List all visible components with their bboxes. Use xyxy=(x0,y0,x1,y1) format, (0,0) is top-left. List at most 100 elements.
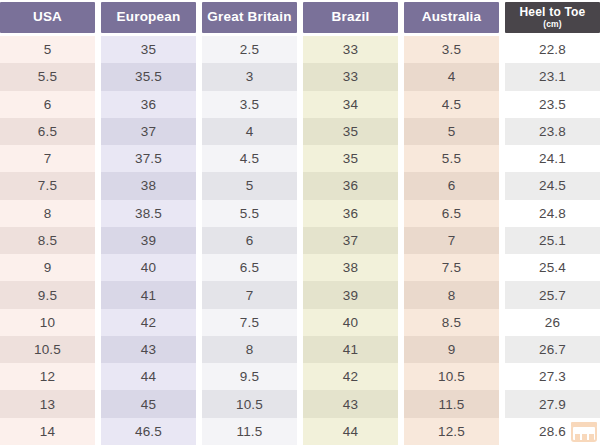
table-cell: 37 xyxy=(303,227,398,254)
table-cell: 8 xyxy=(404,281,499,308)
column-cells: 3.544.555.566.577.588.5910.511.512.5 xyxy=(404,36,499,445)
table-cell: 43 xyxy=(303,390,398,417)
table-cell: 12 xyxy=(0,363,95,390)
table-cell: 10.5 xyxy=(404,363,499,390)
table-cell: 10.5 xyxy=(0,336,95,363)
column-european: European 3535.5363737.53838.5394041424344… xyxy=(101,2,196,445)
table-cell: 22.8 xyxy=(505,36,600,63)
table-cell: 6 xyxy=(202,227,297,254)
table-cell: 23.5 xyxy=(505,91,600,118)
column-header-label: Great Britain xyxy=(207,10,291,24)
column-header-australia: Australia xyxy=(404,2,499,33)
column-cells: 333334353536363738394041424344 xyxy=(303,36,398,445)
column-header-usa: USA xyxy=(0,2,95,33)
table-cell: 4 xyxy=(202,118,297,145)
table-cell: 33 xyxy=(303,63,398,90)
table-cell: 10.5 xyxy=(202,390,297,417)
table-cell: 5 xyxy=(404,118,499,145)
shoe-size-table: USA55.566.577.588.599.51010.5121314Europ… xyxy=(0,0,600,445)
table-cell: 23.1 xyxy=(505,63,600,90)
shoe-size-conversion-page: USA55.566.577.588.599.51010.5121314Europ… xyxy=(0,0,600,445)
column-cells: 55.566.577.588.599.51010.5121314 xyxy=(0,36,95,445)
table-cell: 11.5 xyxy=(202,418,297,445)
table-cell: 24.8 xyxy=(505,200,600,227)
table-cell: 24.1 xyxy=(505,145,600,172)
table-cell: 25.1 xyxy=(505,227,600,254)
column-cells: 2.533.544.555.566.577.589.510.511.5 xyxy=(202,36,297,445)
table-cell: 7.5 xyxy=(202,309,297,336)
column-header-heel-to-toe: Heel to Toe(cm) xyxy=(505,2,600,33)
table-cell: 33 xyxy=(303,36,398,63)
column-heel-to-toe: Heel to Toe(cm)22.823.123.523.824.124.52… xyxy=(505,2,600,445)
table-cell: 5 xyxy=(0,36,95,63)
table-cell: 43 xyxy=(101,336,196,363)
table-cell: 7.5 xyxy=(0,172,95,199)
table-cell: 3.5 xyxy=(404,36,499,63)
column-cells: 3535.5363737.53838.53940414243444546.5 xyxy=(101,36,196,445)
table-cell: 37 xyxy=(101,118,196,145)
column-cells: 22.823.123.523.824.124.524.825.125.425.7… xyxy=(505,36,600,445)
table-cell: 44 xyxy=(101,363,196,390)
table-cell: 38 xyxy=(101,172,196,199)
table-cell: 34 xyxy=(303,91,398,118)
table-cell: 8.5 xyxy=(0,227,95,254)
table-cell: 40 xyxy=(303,309,398,336)
table-cell: 8 xyxy=(202,336,297,363)
table-cell: 9 xyxy=(404,336,499,363)
table-cell: 5.5 xyxy=(202,200,297,227)
table-cell: 35 xyxy=(303,145,398,172)
table-cell: 36 xyxy=(303,200,398,227)
table-cell: 41 xyxy=(101,281,196,308)
table-cell: 26 xyxy=(505,309,600,336)
table-cell: 3 xyxy=(202,63,297,90)
table-cell: 37.5 xyxy=(101,145,196,172)
table-cell: 44 xyxy=(303,418,398,445)
column-australia: Australia 3.544.555.566.577.588.5910.511.… xyxy=(404,2,499,445)
column-header-great-britain: Great Britain xyxy=(202,2,297,33)
table-cell: 38.5 xyxy=(101,200,196,227)
column-brazil: Brazil333334353536363738394041424344 xyxy=(303,2,398,445)
table-cell: 6 xyxy=(0,91,95,118)
table-cell: 35.5 xyxy=(101,63,196,90)
table-cell: 13 xyxy=(0,390,95,417)
table-cell: 6.5 xyxy=(0,118,95,145)
table-cell: 39 xyxy=(303,281,398,308)
table-cell: 9.5 xyxy=(202,363,297,390)
table-cell: 25.7 xyxy=(505,281,600,308)
table-cell: 36 xyxy=(303,172,398,199)
table-cell: 9.5 xyxy=(0,281,95,308)
column-great-britain: Great Britain 2.533.544.555.566.577.589.5… xyxy=(202,2,297,445)
table-cell: 46.5 xyxy=(101,418,196,445)
table-cell: 40 xyxy=(101,254,196,281)
table-cell: 4 xyxy=(404,63,499,90)
table-cell: 14 xyxy=(0,418,95,445)
table-cell: 8 xyxy=(0,200,95,227)
table-cell: 7 xyxy=(202,281,297,308)
table-cell: 45 xyxy=(101,390,196,417)
table-cell: 5.5 xyxy=(404,145,499,172)
table-cell: 12.5 xyxy=(404,418,499,445)
table-cell: 6.5 xyxy=(202,254,297,281)
table-cell: 5.5 xyxy=(0,63,95,90)
table-cell: 7.5 xyxy=(404,254,499,281)
table-cell: 6.5 xyxy=(404,200,499,227)
table-cell: 25.4 xyxy=(505,254,600,281)
table-cell: 42 xyxy=(303,363,398,390)
table-cell: 7 xyxy=(404,227,499,254)
table-cell: 4.5 xyxy=(404,91,499,118)
column-usa: USA55.566.577.588.599.51010.5121314 xyxy=(0,2,95,445)
table-cell: 8.5 xyxy=(404,309,499,336)
table-cell: 7 xyxy=(0,145,95,172)
table-cell: 2.5 xyxy=(202,36,297,63)
table-cell: 11.5 xyxy=(404,390,499,417)
column-header-label: European xyxy=(117,10,181,24)
storefront-logo-watermark-icon xyxy=(571,421,597,442)
table-cell: 42 xyxy=(101,309,196,336)
table-cell: 4.5 xyxy=(202,145,297,172)
column-header-label: Australia xyxy=(422,10,482,24)
table-cell: 27.3 xyxy=(505,363,600,390)
column-header-sublabel: (cm) xyxy=(543,20,562,29)
column-header-label: USA xyxy=(33,10,62,24)
table-cell: 41 xyxy=(303,336,398,363)
table-cell: 6 xyxy=(404,172,499,199)
